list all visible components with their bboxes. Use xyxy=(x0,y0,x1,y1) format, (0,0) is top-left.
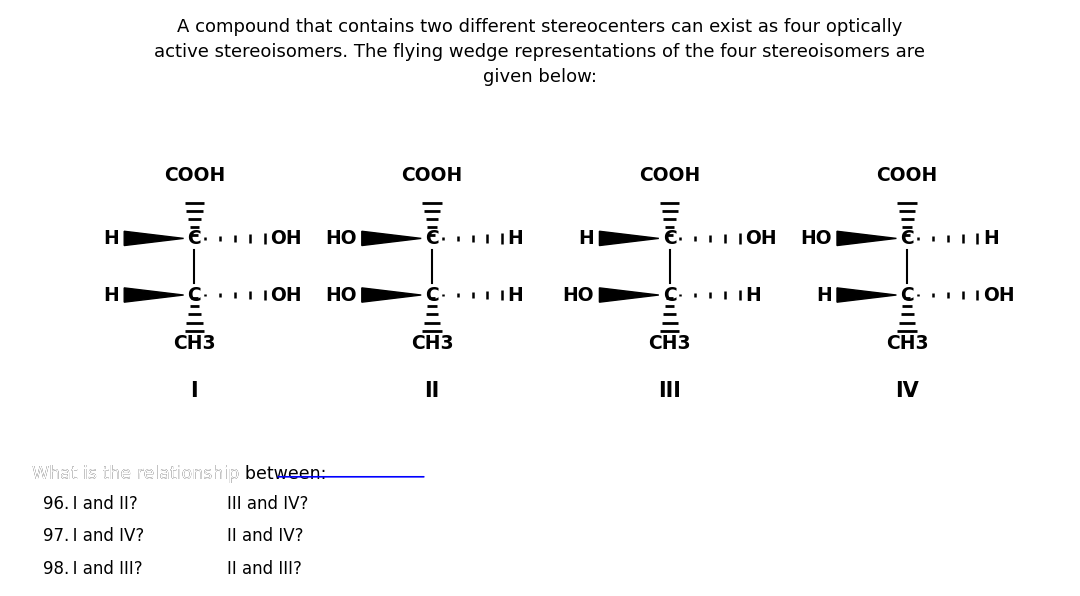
Text: COOH: COOH xyxy=(639,166,700,185)
Text: 98. I and III?: 98. I and III? xyxy=(43,560,143,578)
Text: C: C xyxy=(663,285,676,305)
Polygon shape xyxy=(124,288,184,302)
Text: 96. I and II?: 96. I and II? xyxy=(43,495,138,513)
Text: COOH: COOH xyxy=(402,166,462,185)
Text: H: H xyxy=(815,285,832,305)
Text: HO: HO xyxy=(800,229,832,248)
Text: C: C xyxy=(901,285,914,305)
Text: C: C xyxy=(426,229,438,248)
Text: CH3: CH3 xyxy=(410,334,454,353)
Text: OH: OH xyxy=(983,285,1014,305)
Text: C: C xyxy=(901,229,914,248)
Text: HO: HO xyxy=(563,285,594,305)
Text: What is the relationship between:: What is the relationship between: xyxy=(32,465,327,483)
Text: CH3: CH3 xyxy=(173,334,216,353)
Text: H: H xyxy=(983,229,999,248)
Text: CH3: CH3 xyxy=(648,334,691,353)
Text: H: H xyxy=(508,229,524,248)
Text: IV: IV xyxy=(895,381,919,402)
Text: H: H xyxy=(578,229,594,248)
Text: I: I xyxy=(190,381,199,402)
Text: COOH: COOH xyxy=(164,166,225,185)
Text: What is the relationship: What is the relationship xyxy=(32,465,245,483)
Polygon shape xyxy=(599,288,659,302)
Polygon shape xyxy=(124,231,184,246)
Text: II: II xyxy=(424,381,440,402)
Text: CH3: CH3 xyxy=(886,334,929,353)
Text: COOH: COOH xyxy=(877,166,937,185)
Text: HO: HO xyxy=(325,285,356,305)
Text: C: C xyxy=(188,285,201,305)
Text: III and IV?: III and IV? xyxy=(227,495,308,513)
Text: H: H xyxy=(103,285,119,305)
Polygon shape xyxy=(362,231,421,246)
Polygon shape xyxy=(362,288,421,302)
Text: OH: OH xyxy=(745,229,777,248)
Text: A compound that contains two different stereocenters can exist as four optically: A compound that contains two different s… xyxy=(154,18,926,86)
Text: C: C xyxy=(426,285,438,305)
Polygon shape xyxy=(837,231,896,246)
Text: C: C xyxy=(663,229,676,248)
Text: 97. I and IV?: 97. I and IV? xyxy=(43,527,145,545)
Text: OH: OH xyxy=(270,285,301,305)
Text: H: H xyxy=(508,285,524,305)
Polygon shape xyxy=(837,288,896,302)
Text: H: H xyxy=(745,285,761,305)
Text: III: III xyxy=(658,381,681,402)
Polygon shape xyxy=(599,231,659,246)
Text: H: H xyxy=(103,229,119,248)
Text: II and III?: II and III? xyxy=(227,560,301,578)
Text: C: C xyxy=(188,229,201,248)
Text: OH: OH xyxy=(270,229,301,248)
Text: II and IV?: II and IV? xyxy=(227,527,303,545)
Text: HO: HO xyxy=(325,229,356,248)
